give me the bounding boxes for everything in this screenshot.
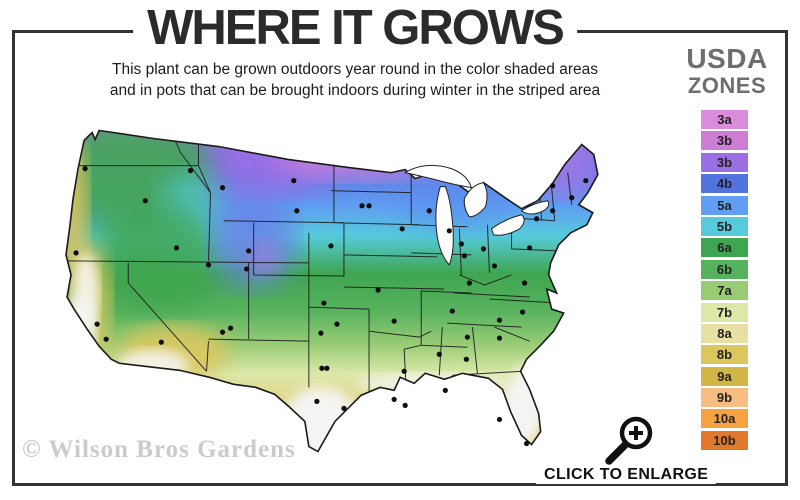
subtitle: This plant can be grown outdoors year ro… bbox=[35, 60, 675, 102]
legend-zone-7a: 7a bbox=[701, 281, 748, 301]
legend-zone-4b: 4b bbox=[701, 174, 748, 194]
legend-zone-10b: 10b bbox=[701, 430, 748, 450]
watermark: © Wilson Bros Gardens bbox=[22, 436, 296, 463]
zone-legend: 3a 3b 3b 4b 5a 5b 6a 6b 7a 7b 8a 8b 9a 9b 10a 10b bbox=[701, 110, 748, 452]
usda-zones-heading: USDA ZONES bbox=[682, 44, 772, 98]
usda-zone-map[interactable] bbox=[58, 112, 650, 464]
state-borders bbox=[66, 130, 573, 394]
legend-zone-9a: 9a bbox=[701, 366, 748, 386]
legend-zone-5b: 5b bbox=[701, 216, 748, 236]
legend-zone-6b: 6b bbox=[701, 259, 748, 279]
zones-label: ZONES bbox=[687, 73, 767, 98]
legend-zone-9b: 9b bbox=[701, 388, 748, 408]
legend-zone-3b: 3b bbox=[701, 152, 748, 172]
us-outline bbox=[65, 129, 599, 453]
legend-zone-5a: 5a bbox=[701, 195, 748, 215]
legend-zone-3b: 3b bbox=[701, 131, 748, 151]
page-title: WHERE IT GROWS bbox=[133, 0, 577, 56]
legend-zone-8a: 8a bbox=[701, 323, 748, 343]
legend-zone-7b: 7b bbox=[701, 302, 748, 322]
legend-zone-6a: 6a bbox=[701, 238, 748, 258]
usda-label: USDA bbox=[686, 43, 768, 74]
subtitle-line-2: and in pots that can be brought indoors … bbox=[109, 81, 601, 99]
subtitle-line-1: This plant can be grown outdoors year ro… bbox=[112, 61, 598, 78]
legend-zone-10a: 10a bbox=[701, 409, 748, 429]
legend-zone-3a: 3a bbox=[701, 110, 748, 129]
click-to-enlarge-label[interactable]: CLICK TO ENLARGE bbox=[536, 466, 717, 484]
magnifier-zoom-icon[interactable] bbox=[600, 412, 658, 475]
city-dots bbox=[73, 165, 589, 447]
legend-zone-8b: 8b bbox=[701, 345, 748, 365]
zone-shading bbox=[66, 130, 598, 452]
great-lakes bbox=[403, 164, 550, 266]
